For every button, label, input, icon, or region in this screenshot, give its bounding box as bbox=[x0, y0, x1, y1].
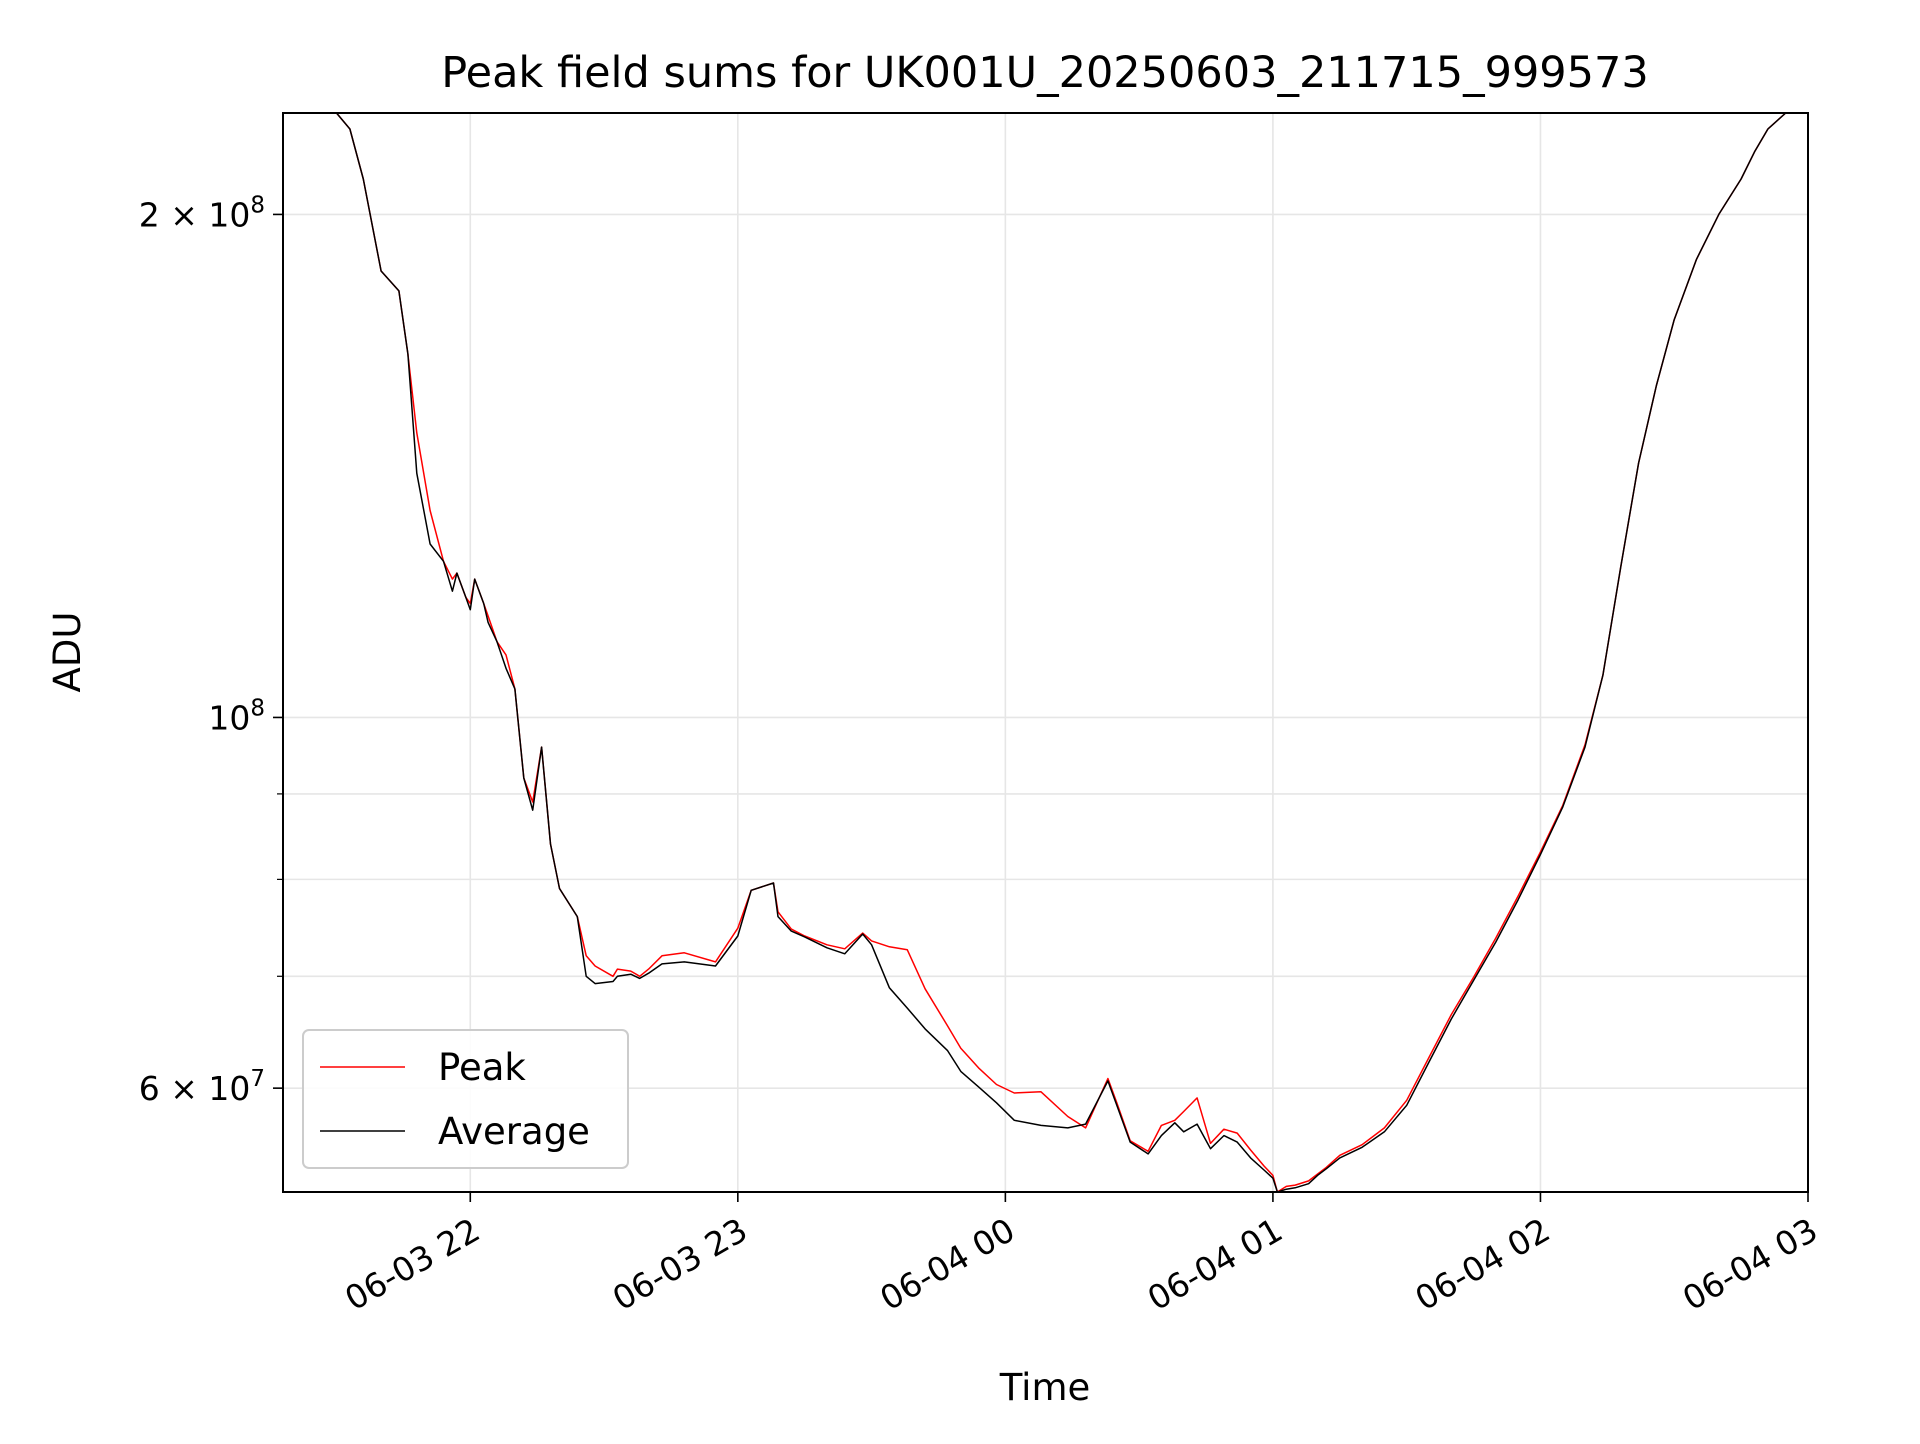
y-tick-label: 2 × 108 bbox=[139, 192, 265, 234]
legend-box bbox=[302, 1029, 629, 1169]
x-axis-label: Time bbox=[999, 1366, 1091, 1409]
y-axis-label: ADU bbox=[46, 612, 89, 693]
legend: Peak Average bbox=[302, 1029, 629, 1169]
y-tick-label: 6 × 107 bbox=[139, 1066, 265, 1108]
grid bbox=[283, 113, 1808, 1192]
series-line-peak bbox=[283, 112, 1808, 1193]
series-lines bbox=[283, 112, 1808, 1193]
plot-frame bbox=[282, 112, 1809, 1193]
legend-label-average: Average bbox=[438, 1110, 590, 1153]
legend-label-peak: Peak bbox=[438, 1046, 526, 1089]
series-line-average bbox=[283, 112, 1808, 1193]
chart-title: Peak field sums for UK001U_20250603_2117… bbox=[441, 48, 1649, 98]
y-tick-label: 108 bbox=[208, 695, 265, 737]
